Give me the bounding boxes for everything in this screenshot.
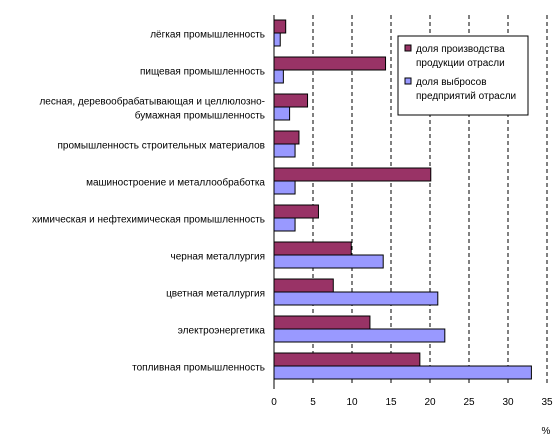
legend-box	[397, 35, 529, 116]
category-label-line: лёгкая промышленность	[150, 30, 265, 41]
category-label-line: черная металлургия	[170, 252, 265, 263]
category-label-line: машиностроение и металлообработка	[86, 177, 265, 189]
x-tick-label: 20	[424, 397, 436, 408]
category-label: химическая и нефтехимическая промышленно…	[32, 214, 265, 226]
legend-entry-line: доля выбросов	[416, 76, 487, 88]
category-label: промышленность строительных материалов	[58, 141, 266, 152]
bar-production	[273, 130, 300, 145]
x-tick-label: 15	[385, 397, 397, 408]
bar-production	[273, 204, 319, 219]
legend-entry-line: предприятий отрасли	[416, 91, 516, 102]
bar-emissions	[273, 254, 384, 269]
bar-production	[273, 315, 371, 330]
x-tick-label: 30	[502, 397, 514, 408]
category-labels: лёгкая промышленность пищевая промышленно…	[32, 30, 265, 374]
bar-production	[273, 278, 334, 293]
category-label: пищевая промышленность	[140, 67, 265, 78]
legend-swatch	[404, 44, 412, 52]
category-label-line: промышленность строительных материалов	[58, 141, 266, 152]
bar-emissions	[273, 328, 446, 343]
bar-production	[273, 93, 309, 108]
legend-entry: доля производства продукции отрасли	[416, 44, 505, 69]
legend-entry: доля выбросов предприятий отрасли	[416, 76, 516, 102]
bar-production	[273, 352, 421, 367]
bar-production	[273, 167, 432, 182]
x-tick-label: 25	[463, 397, 475, 408]
category-label: лесная, деревообрабатывающая и целлюлозн…	[39, 96, 265, 122]
bar-emissions	[273, 106, 291, 121]
category-label-line: электроэнергетика	[178, 326, 266, 337]
bar-production	[273, 241, 352, 256]
bars	[273, 19, 532, 380]
category-label: машиностроение и металлообработка	[86, 177, 265, 189]
bar-emissions	[273, 217, 296, 232]
legend-swatch	[404, 77, 412, 85]
x-tick-label: 0	[271, 397, 277, 408]
legend-entry-line: продукции отрасли	[416, 58, 505, 69]
category-label-line: лесная, деревообрабатывающая и целлюлозн…	[39, 96, 265, 108]
bar-production	[273, 56, 387, 71]
x-tick-label: 5	[310, 397, 316, 408]
category-label: черная металлургия	[170, 252, 265, 263]
category-label: цветная металлургия	[166, 289, 265, 300]
legend: доля производства продукции отрасли доля в…	[397, 35, 529, 116]
category-label: лёгкая промышленность	[150, 30, 265, 41]
category-label: топливная промышленность	[132, 363, 265, 374]
bar-emissions	[273, 291, 439, 306]
bar-production	[273, 19, 287, 34]
bar-emissions	[273, 32, 281, 47]
bar-emissions	[273, 180, 296, 195]
category-label-line: химическая и нефтехимическая промышленно…	[32, 214, 265, 226]
bar-emissions	[273, 365, 532, 380]
category-label-line: топливная промышленность	[132, 363, 265, 374]
x-tick-label: 10	[346, 397, 358, 408]
category-label-line: цветная металлургия	[166, 289, 265, 300]
x-tick-label: 35	[541, 397, 553, 408]
bar-emissions	[273, 69, 284, 84]
category-label-line: бумажная промышленность	[135, 110, 265, 122]
bar-emissions	[273, 143, 296, 158]
legend-entry-line: доля производства	[416, 44, 505, 55]
category-label-line: пищевая промышленность	[140, 67, 265, 78]
x-unit-label: %	[542, 426, 551, 437]
category-label: электроэнергетика	[178, 326, 266, 337]
x-tick-labels: 0 5 10 15 20 25 30 35	[271, 385, 553, 408]
